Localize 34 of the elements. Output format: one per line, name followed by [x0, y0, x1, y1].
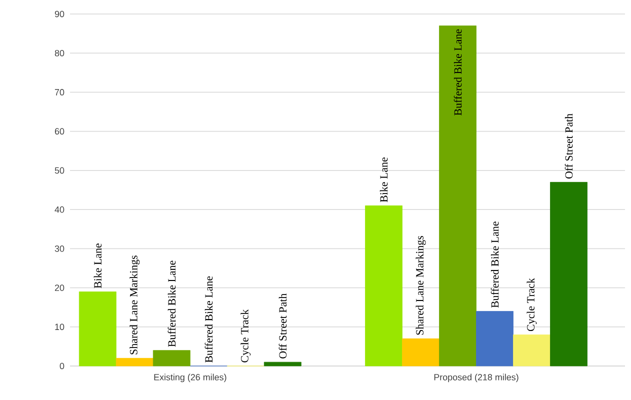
- text: Bike Lane: [94, 244, 102, 288]
- y-tick-label: 80: [54, 50, 64, 56]
- bar: [152, 350, 190, 366]
- y-tick-label: 0: [60, 362, 64, 370]
- text: Cycle Track: [240, 309, 251, 362]
- y-tick-label: 50: [54, 167, 64, 174]
- bar: [78, 291, 116, 366]
- x-tick-label: Existing (26 miles): [154, 374, 226, 382]
- y-tick-label: 20: [54, 284, 64, 291]
- bar: [264, 362, 302, 366]
- text: Off Street Path: [278, 294, 287, 358]
- text: Buffered Bike Lane: [168, 260, 176, 347]
- text: Off Street Path: [564, 114, 573, 179]
- y-tick-label: 60: [54, 128, 64, 135]
- text: Shared Lane Markings: [130, 256, 140, 354]
- y-tick-label: 70: [54, 89, 64, 96]
- text: Buffered Bike Lane: [454, 29, 462, 116]
- text: Buffered Bike Lane: [490, 222, 499, 308]
- y-tick-label: 40: [54, 206, 64, 213]
- bar: [116, 358, 154, 366]
- y-tick-label: 90: [54, 10, 64, 18]
- bar: [550, 182, 588, 366]
- y-tick-label: 30: [54, 245, 64, 252]
- bar: [476, 311, 514, 366]
- text: Buffered Bike Lane: [204, 276, 213, 362]
- text: Bike Lane: [380, 157, 388, 202]
- x-tick-label: Proposed (218 miles): [434, 374, 518, 382]
- text: Cycle Track: [526, 278, 537, 332]
- bar: [402, 338, 440, 366]
- y-tick-label: 10: [55, 324, 64, 330]
- bar: [439, 26, 476, 366]
- text: Shared Lane Markings: [416, 236, 426, 335]
- bar: [365, 205, 402, 366]
- bar: [513, 334, 550, 366]
